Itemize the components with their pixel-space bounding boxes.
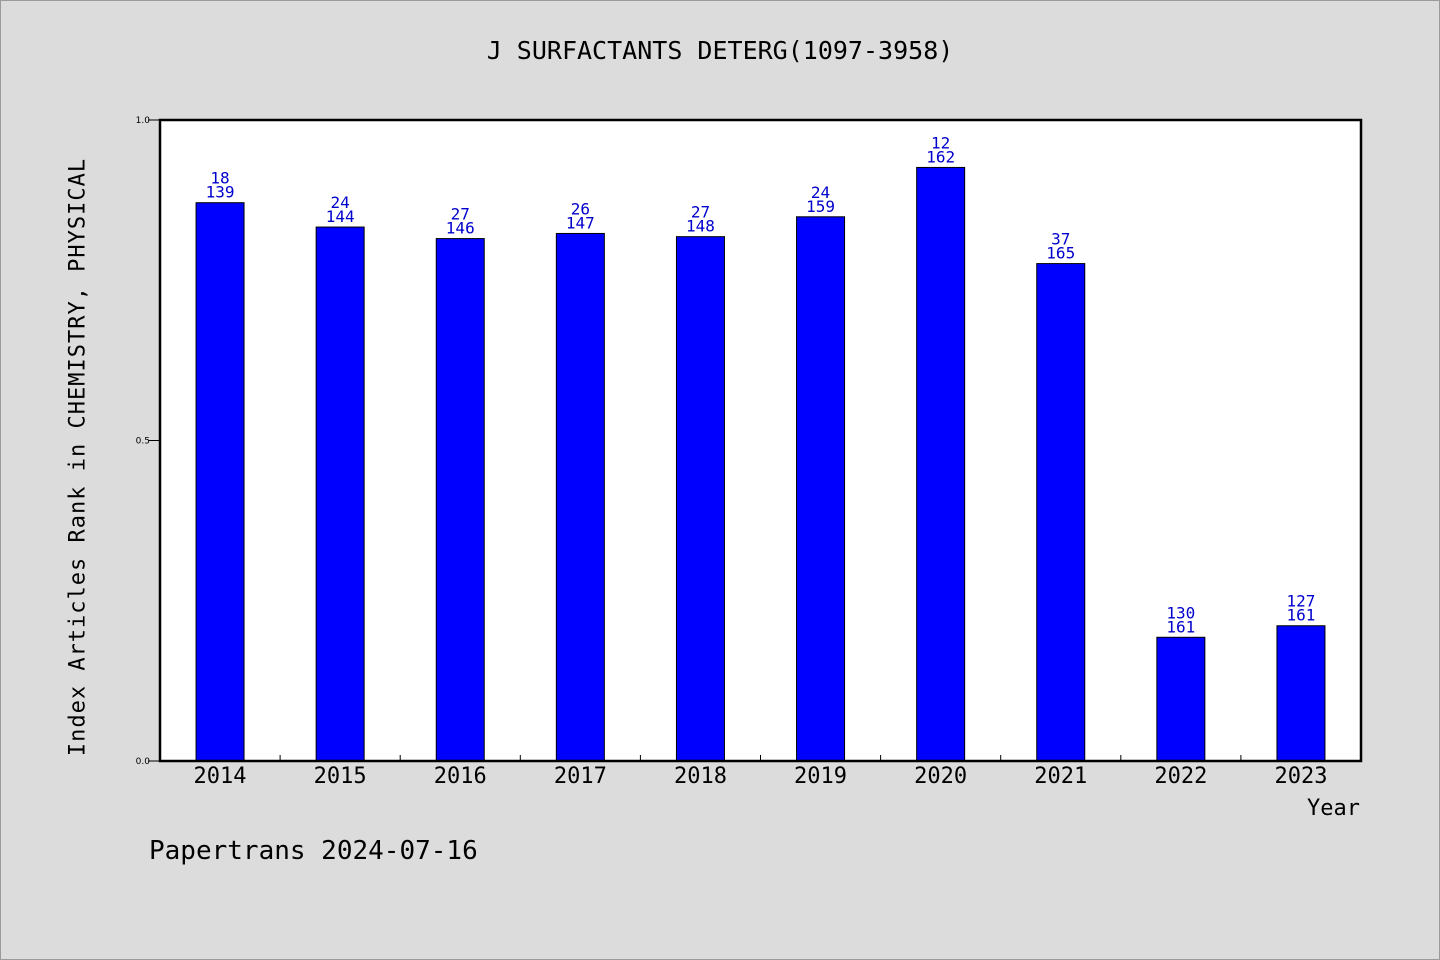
bar-rank-label: 27 xyxy=(451,205,470,224)
bar-rank-label: 24 xyxy=(331,193,350,212)
bar-total-label: 147 xyxy=(566,213,595,232)
bar-total-label: 148 xyxy=(686,217,715,236)
bar-rank-label: 127 xyxy=(1286,592,1315,611)
bar-2020 xyxy=(916,166,966,762)
bar-2015 xyxy=(315,226,365,762)
bars-layer xyxy=(195,166,1326,762)
bar-2019 xyxy=(796,216,846,762)
x-tick-label: 2015 xyxy=(314,764,367,789)
bar-total-label: 165 xyxy=(1046,244,1075,263)
y-tick-label: 1.0 xyxy=(136,116,151,126)
bar-total-label: 146 xyxy=(446,219,475,238)
bar-rank-label: 27 xyxy=(691,203,710,222)
x-tick-label: 2016 xyxy=(434,764,487,789)
x-tick-label: 2018 xyxy=(674,764,727,789)
x-tick-label: 2020 xyxy=(914,764,967,789)
bar-rank-label: 24 xyxy=(811,183,830,202)
bar-total-label: 162 xyxy=(926,147,955,166)
bar-2014 xyxy=(195,202,245,762)
x-tick-label: 2022 xyxy=(1154,764,1207,789)
bar-rank-label: 12 xyxy=(931,133,950,152)
bar-rank-label: 18 xyxy=(210,169,229,188)
chart-title: J SURFACTANTS DETERG(1097-3958) xyxy=(486,36,954,65)
bar-2023 xyxy=(1276,625,1326,762)
x-axis-label: Year xyxy=(1307,796,1360,821)
x-tick-label: 2023 xyxy=(1274,764,1327,789)
y-tick-label: 0.0 xyxy=(136,757,151,767)
bar-2017 xyxy=(555,232,605,762)
bar-total-label: 144 xyxy=(326,207,355,226)
bar-rank-label: 37 xyxy=(1051,230,1070,249)
y-tick-label: 0.5 xyxy=(136,437,150,447)
ticks-layer: 0.0 0.5 1.0 xyxy=(136,116,1242,767)
x-tick-label: 2014 xyxy=(194,764,247,789)
bar-rank-label: 130 xyxy=(1166,603,1195,622)
bar-total-label: 161 xyxy=(1286,606,1315,625)
labels-layer: 1813920142414420152714620162614720172714… xyxy=(194,133,1328,789)
plot-frame xyxy=(158,118,1363,763)
bar-2021 xyxy=(1036,263,1086,762)
x-tick-label: 2021 xyxy=(1034,764,1087,789)
bar-total-label: 161 xyxy=(1166,617,1195,636)
bar-2018 xyxy=(675,236,725,762)
x-tick-label: 2017 xyxy=(554,764,607,789)
bar-rank-label: 26 xyxy=(571,199,590,218)
bar-2016 xyxy=(435,238,485,762)
bar-total-label: 159 xyxy=(806,197,835,216)
x-tick-label: 2019 xyxy=(794,764,847,789)
bar-total-label: 139 xyxy=(206,183,235,202)
bar-2022 xyxy=(1156,636,1206,762)
footer-credit: Papertrans 2024-07-16 xyxy=(149,836,478,866)
